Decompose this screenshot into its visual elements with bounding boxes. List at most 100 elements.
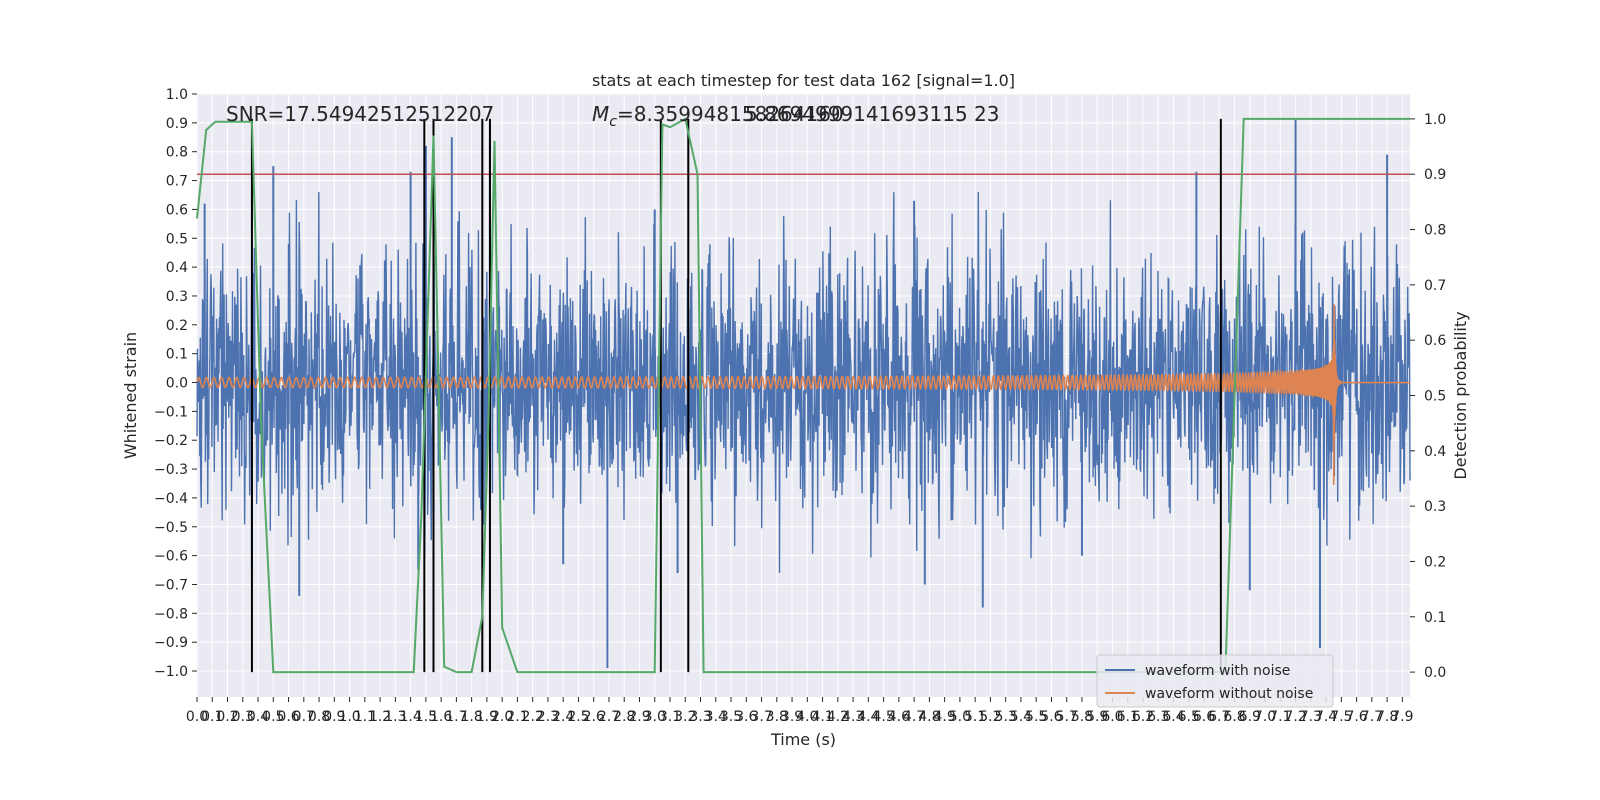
y2-axis-ticks: 0.0 0.1 0.2 0.3 0.4 0.5 0.6 0.7 0.8 0.9 1.0	[1410, 112, 1446, 681]
x-tick-label: 6.9	[1239, 709, 1261, 725]
x-tick-label: 3.1	[659, 709, 681, 725]
chirp-trace	[196, 304, 1410, 486]
x-tick-label: 7.6	[1345, 709, 1367, 725]
x-tick-label: 3.6	[735, 709, 757, 725]
x-tick-label: 3.0	[644, 709, 666, 725]
legend: waveform with noise waveform without noi…	[1096, 654, 1334, 708]
mc-subscript: c	[609, 114, 617, 130]
y2-tick-label: 0.0	[1424, 665, 1446, 681]
y2-tick-label: 0.1	[1424, 610, 1446, 626]
y-tick-label: −0.7	[154, 577, 188, 593]
x-tick-label: 2.5	[567, 709, 589, 725]
x-tick-label: 0.4	[247, 709, 269, 725]
y-tick-label: 0.9	[166, 116, 188, 132]
y-tick-label: −0.2	[154, 433, 188, 449]
x-tick-label: 0.6	[277, 709, 299, 725]
x-tick-label: 4.4	[857, 709, 879, 725]
legend-label-clean: waveform without noise	[1145, 686, 1313, 702]
x-tick-label: 6.3	[1147, 709, 1169, 725]
x-tick-label: 5.2	[979, 709, 1001, 725]
y-tick-label: 0.3	[166, 289, 188, 305]
y-tick-label: 0.4	[166, 260, 188, 276]
legend-label-noise: waveform with noise	[1145, 663, 1290, 679]
x-tick-label: 0.0	[186, 709, 208, 725]
x-tick-label: 3.9	[781, 709, 803, 725]
y-tick-label: 0.2	[166, 318, 188, 334]
x-tick-label: 6.5	[1178, 709, 1200, 725]
x-tick-label: 0.2	[216, 709, 238, 725]
y-tick-label: −1.0	[154, 664, 188, 680]
x-tick-label: 1.3	[384, 709, 406, 725]
y2-tick-label: 0.7	[1424, 278, 1446, 294]
y2-tick-label: 0.2	[1424, 554, 1446, 570]
x-tick-label: 7.8	[1376, 709, 1398, 725]
y-axis-ticks: −1.0 −0.9 −0.8 −0.7 −0.6 −0.5 −0.4 −0.3 −0.2 −0.1…	[154, 87, 197, 680]
x-tick-label: 5.4	[1010, 709, 1032, 725]
x-tick-label: 3.2	[674, 709, 696, 725]
x-tick-label: 6.2	[1132, 709, 1154, 725]
x-tick-label: 1.0	[338, 709, 360, 725]
legend-box	[1096, 654, 1334, 708]
y-tick-label: 1.0	[166, 87, 188, 103]
x-tick-label: 1.2	[369, 709, 391, 725]
series-waveform-without-noise	[196, 304, 1410, 486]
x-tick-label: 7.1	[1269, 709, 1291, 725]
x-tick-label: 4.9	[934, 709, 956, 725]
y2-tick-label: 0.6	[1424, 333, 1446, 349]
x-tick-label: 5.0	[949, 709, 971, 725]
y2-tick-label: 0.9	[1424, 167, 1446, 183]
x-tick-label: 2.8	[613, 709, 635, 725]
y-tick-label: 0.0	[166, 376, 188, 392]
y2-axis-label: Detection probability	[1451, 311, 1470, 479]
x-tick-label: 2.0	[491, 709, 513, 725]
x-tick-label: 7.5	[1330, 709, 1352, 725]
x-tick-label: 7.9	[1391, 709, 1413, 725]
x-tick-label: 4.3	[842, 709, 864, 725]
x-tick-label: 0.1	[201, 709, 223, 725]
y2-tick-label: 0.4	[1424, 444, 1446, 460]
x-tick-label: 2.2	[522, 709, 544, 725]
x-tick-label: 0.7	[293, 709, 315, 725]
x-tick-label: 4.7	[903, 709, 925, 725]
y-tick-label: −0.3	[154, 462, 188, 478]
y-tick-label: 0.6	[166, 202, 188, 218]
y2-tick-label: 0.3	[1424, 499, 1446, 515]
x-tick-label: 3.3	[689, 709, 711, 725]
x-tick-label: 2.9	[628, 709, 650, 725]
x-tick-label: 0.9	[323, 709, 345, 725]
x-tick-label: 0.8	[308, 709, 330, 725]
y-tick-label: 0.8	[166, 145, 188, 161]
overlap-annotation: 5.8694999141693115 23	[745, 102, 999, 126]
x-tick-label: 4.8	[918, 709, 940, 725]
y-tick-label: −0.5	[154, 520, 188, 536]
x-tick-label: 6.8	[1223, 709, 1245, 725]
chart-title: stats at each timestep for test data 162…	[592, 71, 1015, 90]
x-tick-label: 5.9	[1086, 709, 1108, 725]
x-tick-label: 2.6	[583, 709, 605, 725]
x-tick-label: 5.6	[1040, 709, 1062, 725]
y-tick-label: −0.8	[154, 606, 188, 622]
y-tick-label: −0.4	[154, 491, 188, 507]
x-tick-label: 6.1	[1117, 709, 1139, 725]
x-tick-label: 5.3	[995, 709, 1017, 725]
y-tick-label: −0.6	[154, 549, 188, 565]
x-tick-label: 2.7	[598, 709, 620, 725]
x-tick-label: 3.7	[750, 709, 772, 725]
y2-tick-label: 1.0	[1424, 112, 1446, 128]
annotations: SNR=17.54942512512207 Mc=8.3599481582641…	[226, 102, 999, 130]
x-tick-label: 7.3	[1300, 709, 1322, 725]
x-tick-label: 5.1	[964, 709, 986, 725]
y-tick-label: −0.1	[154, 404, 188, 420]
noise-trace	[196, 192, 1411, 573]
mc-symbol: M	[592, 102, 609, 126]
x-tick-label: 4.0	[796, 709, 818, 725]
series-detection-probability	[196, 117, 1410, 674]
mc-value: =8.359948158264160	[617, 102, 844, 126]
y-tick-label: 0.7	[166, 174, 188, 190]
x-tick-label: 1.1	[354, 709, 376, 725]
x-tick-label: 1.5	[415, 709, 437, 725]
x-tick-label: 4.1	[811, 709, 833, 725]
x-tick-label: 2.4	[552, 709, 574, 725]
x-tick-label: 3.4	[705, 709, 727, 725]
